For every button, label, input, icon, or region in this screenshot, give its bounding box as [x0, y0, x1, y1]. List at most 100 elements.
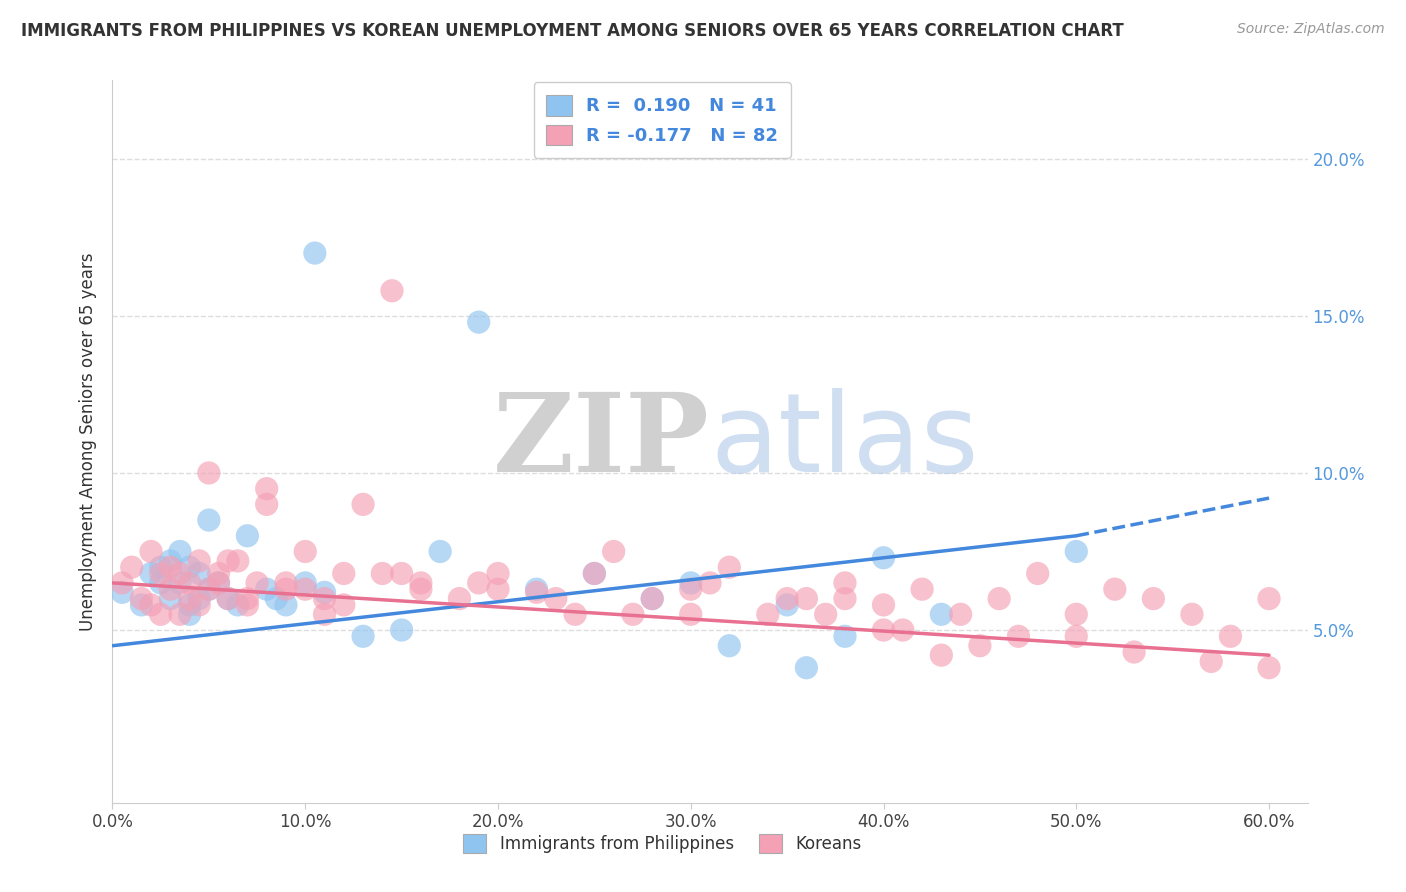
Point: [352, 497, 374, 511]
Point: [467, 575, 489, 590]
Point: [207, 566, 229, 581]
Point: [266, 591, 288, 606]
Point: [776, 598, 799, 612]
Point: [1026, 566, 1049, 581]
Point: [294, 544, 316, 558]
Point: [931, 648, 953, 662]
Point: [139, 544, 162, 558]
Text: atlas: atlas: [710, 388, 979, 495]
Point: [179, 591, 201, 606]
Point: [246, 575, 269, 590]
Point: [391, 566, 413, 581]
Point: [486, 582, 509, 597]
Point: [449, 591, 471, 606]
Point: [872, 550, 894, 565]
Point: [564, 607, 586, 622]
Point: [121, 560, 143, 574]
Point: [256, 482, 278, 496]
Point: [718, 639, 741, 653]
Point: [198, 582, 221, 597]
Point: [911, 582, 934, 597]
Point: [159, 554, 181, 568]
Point: [1258, 661, 1281, 675]
Point: [583, 566, 606, 581]
Point: [198, 466, 221, 480]
Point: [179, 575, 201, 590]
Point: [169, 566, 191, 581]
Point: [188, 554, 211, 568]
Point: [314, 607, 336, 622]
Point: [872, 598, 894, 612]
Point: [429, 544, 451, 558]
Point: [314, 591, 336, 606]
Point: [111, 585, 134, 599]
Point: [602, 544, 624, 558]
Point: [333, 566, 356, 581]
Legend: Immigrants from Philippines, Koreans: Immigrants from Philippines, Koreans: [456, 827, 869, 860]
Point: [796, 661, 818, 675]
Point: [226, 554, 249, 568]
Point: [352, 629, 374, 643]
Point: [169, 575, 191, 590]
Point: [131, 598, 153, 612]
Point: [256, 582, 278, 597]
Point: [294, 575, 316, 590]
Point: [111, 575, 134, 590]
Point: [1064, 544, 1087, 558]
Point: [179, 560, 201, 574]
Point: [1142, 591, 1164, 606]
Text: ZIP: ZIP: [494, 388, 710, 495]
Point: [139, 566, 162, 581]
Point: [294, 582, 316, 597]
Point: [217, 591, 239, 606]
Point: [641, 591, 664, 606]
Point: [217, 554, 239, 568]
Point: [169, 607, 191, 622]
Point: [1258, 591, 1281, 606]
Point: [834, 629, 856, 643]
Point: [198, 582, 221, 597]
Point: [391, 623, 413, 637]
Point: [314, 585, 336, 599]
Point: [188, 591, 211, 606]
Point: [1064, 607, 1087, 622]
Point: [159, 591, 181, 606]
Point: [226, 598, 249, 612]
Point: [679, 582, 702, 597]
Point: [699, 575, 721, 590]
Point: [1104, 582, 1126, 597]
Point: [149, 566, 172, 581]
Point: [872, 623, 894, 637]
Point: [641, 591, 664, 606]
Point: [931, 607, 953, 622]
Point: [526, 582, 548, 597]
Point: [274, 575, 297, 590]
Point: [179, 598, 201, 612]
Point: [718, 560, 741, 574]
Point: [409, 582, 432, 597]
Point: [486, 566, 509, 581]
Point: [217, 591, 239, 606]
Point: [1064, 629, 1087, 643]
Point: [796, 591, 818, 606]
Point: [381, 284, 404, 298]
Point: [834, 591, 856, 606]
Point: [988, 591, 1011, 606]
Point: [526, 585, 548, 599]
Point: [236, 591, 259, 606]
Point: [236, 598, 259, 612]
Point: [304, 246, 326, 260]
Point: [274, 582, 297, 597]
Point: [198, 513, 221, 527]
Point: [131, 591, 153, 606]
Point: [149, 575, 172, 590]
Point: [776, 591, 799, 606]
Point: [1219, 629, 1241, 643]
Point: [949, 607, 972, 622]
Point: [371, 566, 394, 581]
Point: [1123, 645, 1146, 659]
Point: [679, 575, 702, 590]
Point: [179, 607, 201, 622]
Point: [149, 607, 172, 622]
Point: [834, 575, 856, 590]
